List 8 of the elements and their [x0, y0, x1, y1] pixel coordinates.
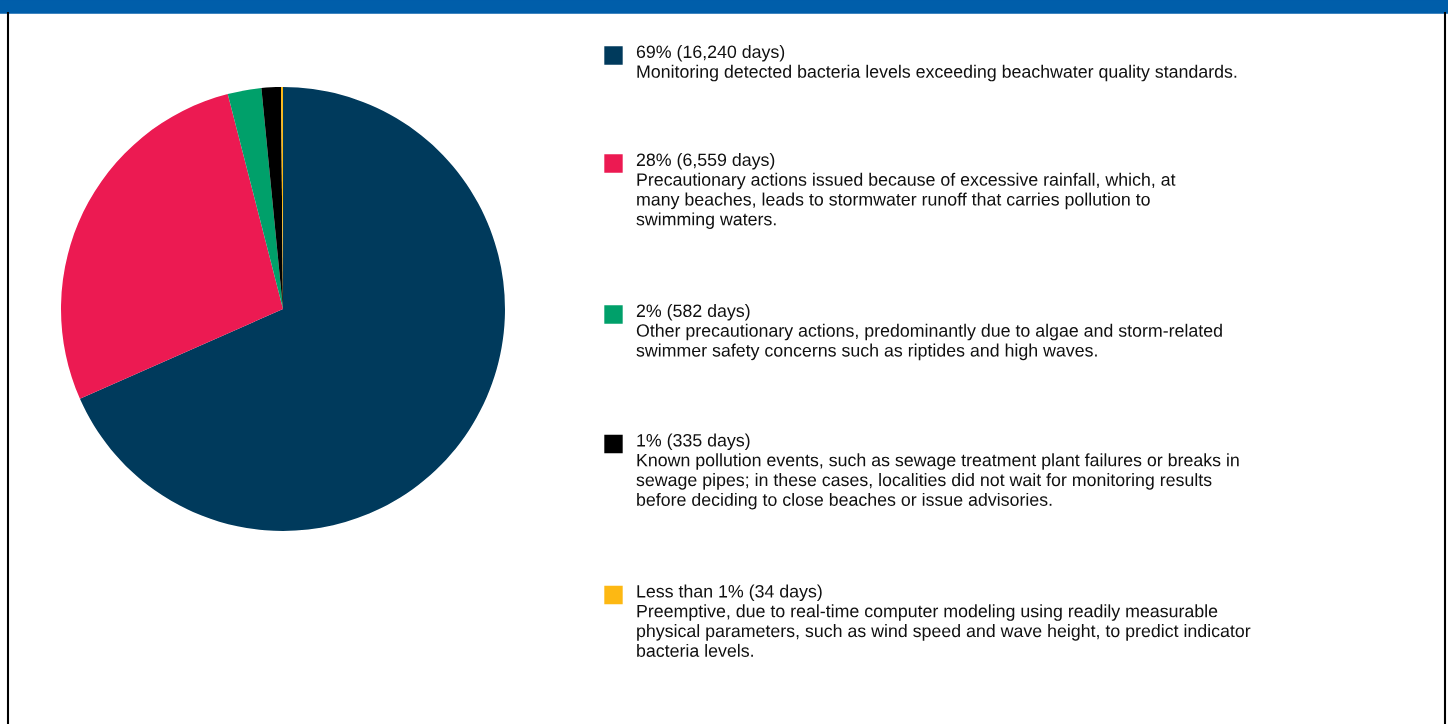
pie-slice	[61, 93, 283, 399]
pie-slice	[79, 87, 505, 531]
pie-slice	[227, 88, 283, 309]
legend-label: 28% (6,559 days) Precautionary actions issued because of excessive rainfall, which, at many beaches, leads to stormwater runoff that carries pollution to swimming waters.	[636, 153, 1176, 229]
legend-label: 69% (16,240 days) Monitoring detected bacteria levels exceeding beachwater quality standards.	[636, 45, 1237, 82]
legend-label: 2% (582 days) Other precautionary actions, predominantly due to algae and storm-related swimmer safety concerns such as riptides and high waves.	[636, 304, 1222, 361]
legend-label: 1% (335 days) Known pollution events, such as sewage treatment plant failures or breaks in sewage pipes; in these cases, localities did not wait for monitoring results before deciding to close beaches or issue advisories.	[636, 433, 1239, 510]
legend-label: Less than 1% (34 days) Preemptive, due to real-time computer modeling using readily measurable physical parameters, such as wind speed and wave height, to predict indicator bacteria levels.	[637, 584, 1251, 657]
